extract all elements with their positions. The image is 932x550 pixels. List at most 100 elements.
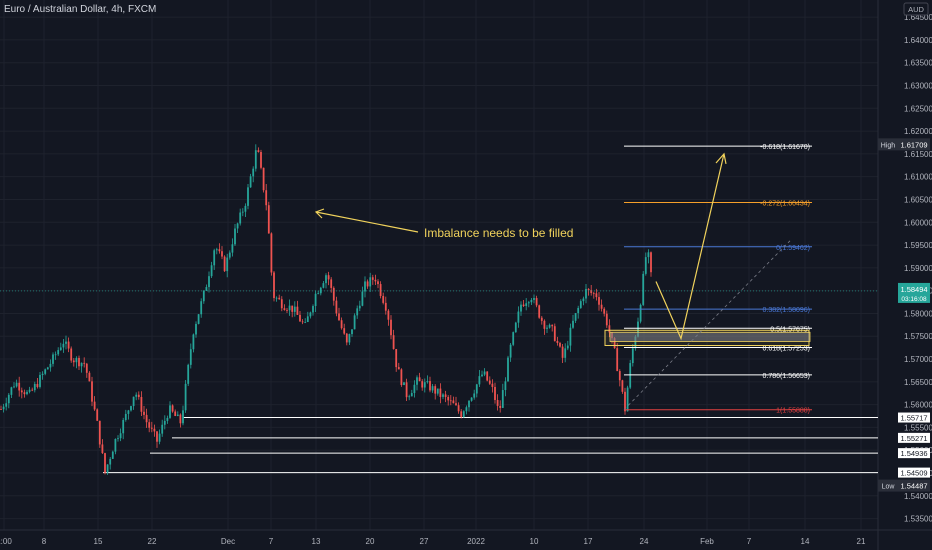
candle-body	[184, 383, 187, 411]
candle-body	[291, 305, 294, 312]
candle-body	[215, 249, 218, 251]
candle-body	[223, 256, 226, 272]
candle-body	[429, 381, 431, 391]
candle-body	[431, 386, 434, 391]
candle-body	[358, 305, 361, 309]
candle-body	[65, 341, 67, 344]
candle-body	[507, 357, 509, 382]
candle-body	[455, 403, 457, 406]
candle-body	[626, 387, 629, 412]
candle-body	[72, 360, 75, 363]
support-level-value: 1.55717	[900, 414, 927, 423]
candle-body	[585, 288, 587, 299]
candle-body	[572, 320, 574, 328]
candle-body	[301, 321, 304, 323]
candle-body	[306, 316, 309, 322]
candle-body	[574, 313, 577, 321]
candle-body	[504, 381, 507, 391]
fib-level-label: 0.382(1.58096)	[763, 307, 810, 314]
x-tick-label: 24	[640, 537, 649, 546]
candle-body	[434, 386, 437, 394]
candle-body	[166, 417, 169, 421]
candle-body	[52, 354, 54, 364]
candle-body	[57, 350, 60, 355]
candle-body	[137, 394, 140, 397]
candle-body	[202, 290, 205, 302]
candle-body	[192, 334, 195, 350]
candle-body	[179, 414, 182, 424]
candle-body	[93, 401, 96, 410]
candle-body	[309, 312, 312, 317]
candle-body	[80, 362, 83, 367]
candle-body	[644, 257, 647, 274]
y-tick-label: 1.60000	[904, 218, 932, 227]
candle-body	[624, 391, 626, 412]
candle-body	[348, 334, 351, 343]
candle-body	[351, 329, 353, 335]
x-tick-label: 22	[148, 537, 157, 546]
candle-body	[548, 324, 551, 328]
candle-body	[78, 357, 80, 367]
y-tick-label: 1.54000	[904, 492, 932, 501]
candle-body	[26, 391, 28, 395]
candle-body	[377, 281, 379, 285]
candle-body	[106, 464, 109, 473]
candle-body	[416, 377, 418, 385]
candle-body	[10, 387, 13, 395]
fib-level-label: 1(1.55888)	[776, 408, 810, 415]
candle-body	[135, 394, 138, 397]
candle-body	[530, 299, 533, 303]
candle-body	[260, 152, 262, 168]
candle-body	[286, 309, 288, 311]
candle-body	[577, 307, 580, 314]
candle-body	[631, 348, 634, 364]
candle-body	[556, 340, 559, 343]
candle-body	[226, 257, 229, 272]
candle-body	[525, 303, 528, 307]
candle-body	[249, 176, 252, 188]
candle-body	[241, 211, 244, 213]
candle-body	[423, 382, 426, 388]
candle-body	[322, 283, 325, 288]
candle-body	[169, 405, 171, 418]
support-level-tag	[898, 412, 930, 423]
candle-body	[551, 324, 554, 327]
candle-body	[54, 354, 57, 356]
candle-body	[145, 414, 148, 423]
candle-body	[156, 431, 158, 442]
candle-body	[478, 376, 481, 385]
candle-body	[509, 344, 512, 358]
currency-button[interactable]	[903, 2, 929, 16]
y-tick-label: 1.63000	[904, 82, 932, 91]
y-tick-label: 1.59500	[904, 241, 932, 250]
currency-button-label[interactable]: AUD	[908, 5, 924, 14]
candle-body	[447, 396, 450, 401]
y-tick-label: 1.63500	[904, 59, 932, 68]
fib-level-label: 0.618(1.57253)	[763, 346, 810, 353]
candle-body	[49, 363, 52, 368]
candle-body	[403, 382, 405, 386]
candle-body	[491, 383, 494, 387]
candle-body	[46, 367, 49, 370]
candle-body	[283, 308, 286, 310]
candle-body	[244, 205, 247, 212]
projection-path	[655, 153, 725, 341]
candle-body	[613, 338, 616, 349]
candle-body	[304, 321, 307, 323]
x-tick-label: 7	[269, 537, 274, 546]
candle-body	[488, 380, 491, 384]
candle-body	[39, 374, 41, 387]
candle-body	[616, 348, 619, 372]
candle-body	[426, 381, 429, 383]
candle-body	[439, 388, 442, 397]
candle-body	[598, 297, 600, 305]
candle-body	[182, 410, 184, 424]
candle-body	[62, 343, 65, 348]
candle-body	[468, 400, 470, 408]
candle-body	[481, 374, 483, 377]
candle-body	[369, 277, 372, 287]
candle-body	[605, 313, 608, 326]
candle-body	[75, 357, 78, 363]
candle-body	[618, 371, 621, 381]
